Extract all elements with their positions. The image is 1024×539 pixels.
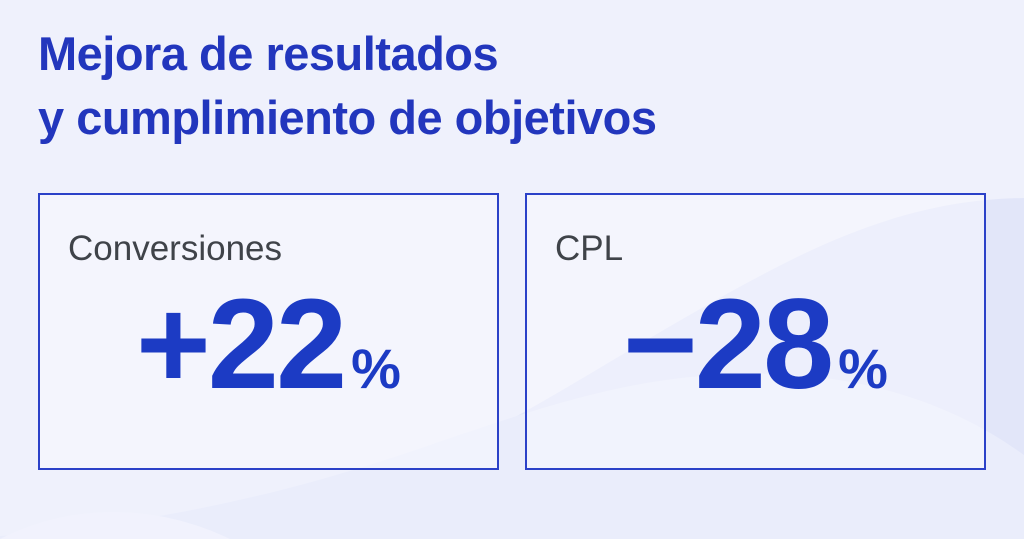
metric-number: −28	[623, 273, 834, 416]
page-title-line-2: y cumplimiento de objetivos	[38, 91, 657, 144]
page-title: Mejora de resultados y cumplimiento de o…	[38, 22, 657, 150]
metric-cards-row: Conversiones +22% CPL −28%	[38, 193, 986, 470]
wave-band-light	[0, 373, 1024, 539]
page-title-line-1: Mejora de resultados	[38, 27, 499, 80]
wave-corner-light	[0, 512, 230, 539]
metric-value: +22%	[68, 281, 469, 409]
metric-card-conversiones: Conversiones +22%	[38, 193, 499, 470]
metric-value: −28%	[555, 281, 956, 409]
metric-label: Conversiones	[68, 229, 282, 268]
metric-card-cpl: CPL −28%	[525, 193, 986, 470]
percent-sign: %	[351, 337, 401, 400]
metric-label: CPL	[555, 229, 624, 268]
percent-sign: %	[838, 337, 888, 400]
metric-number: +22	[136, 273, 347, 416]
